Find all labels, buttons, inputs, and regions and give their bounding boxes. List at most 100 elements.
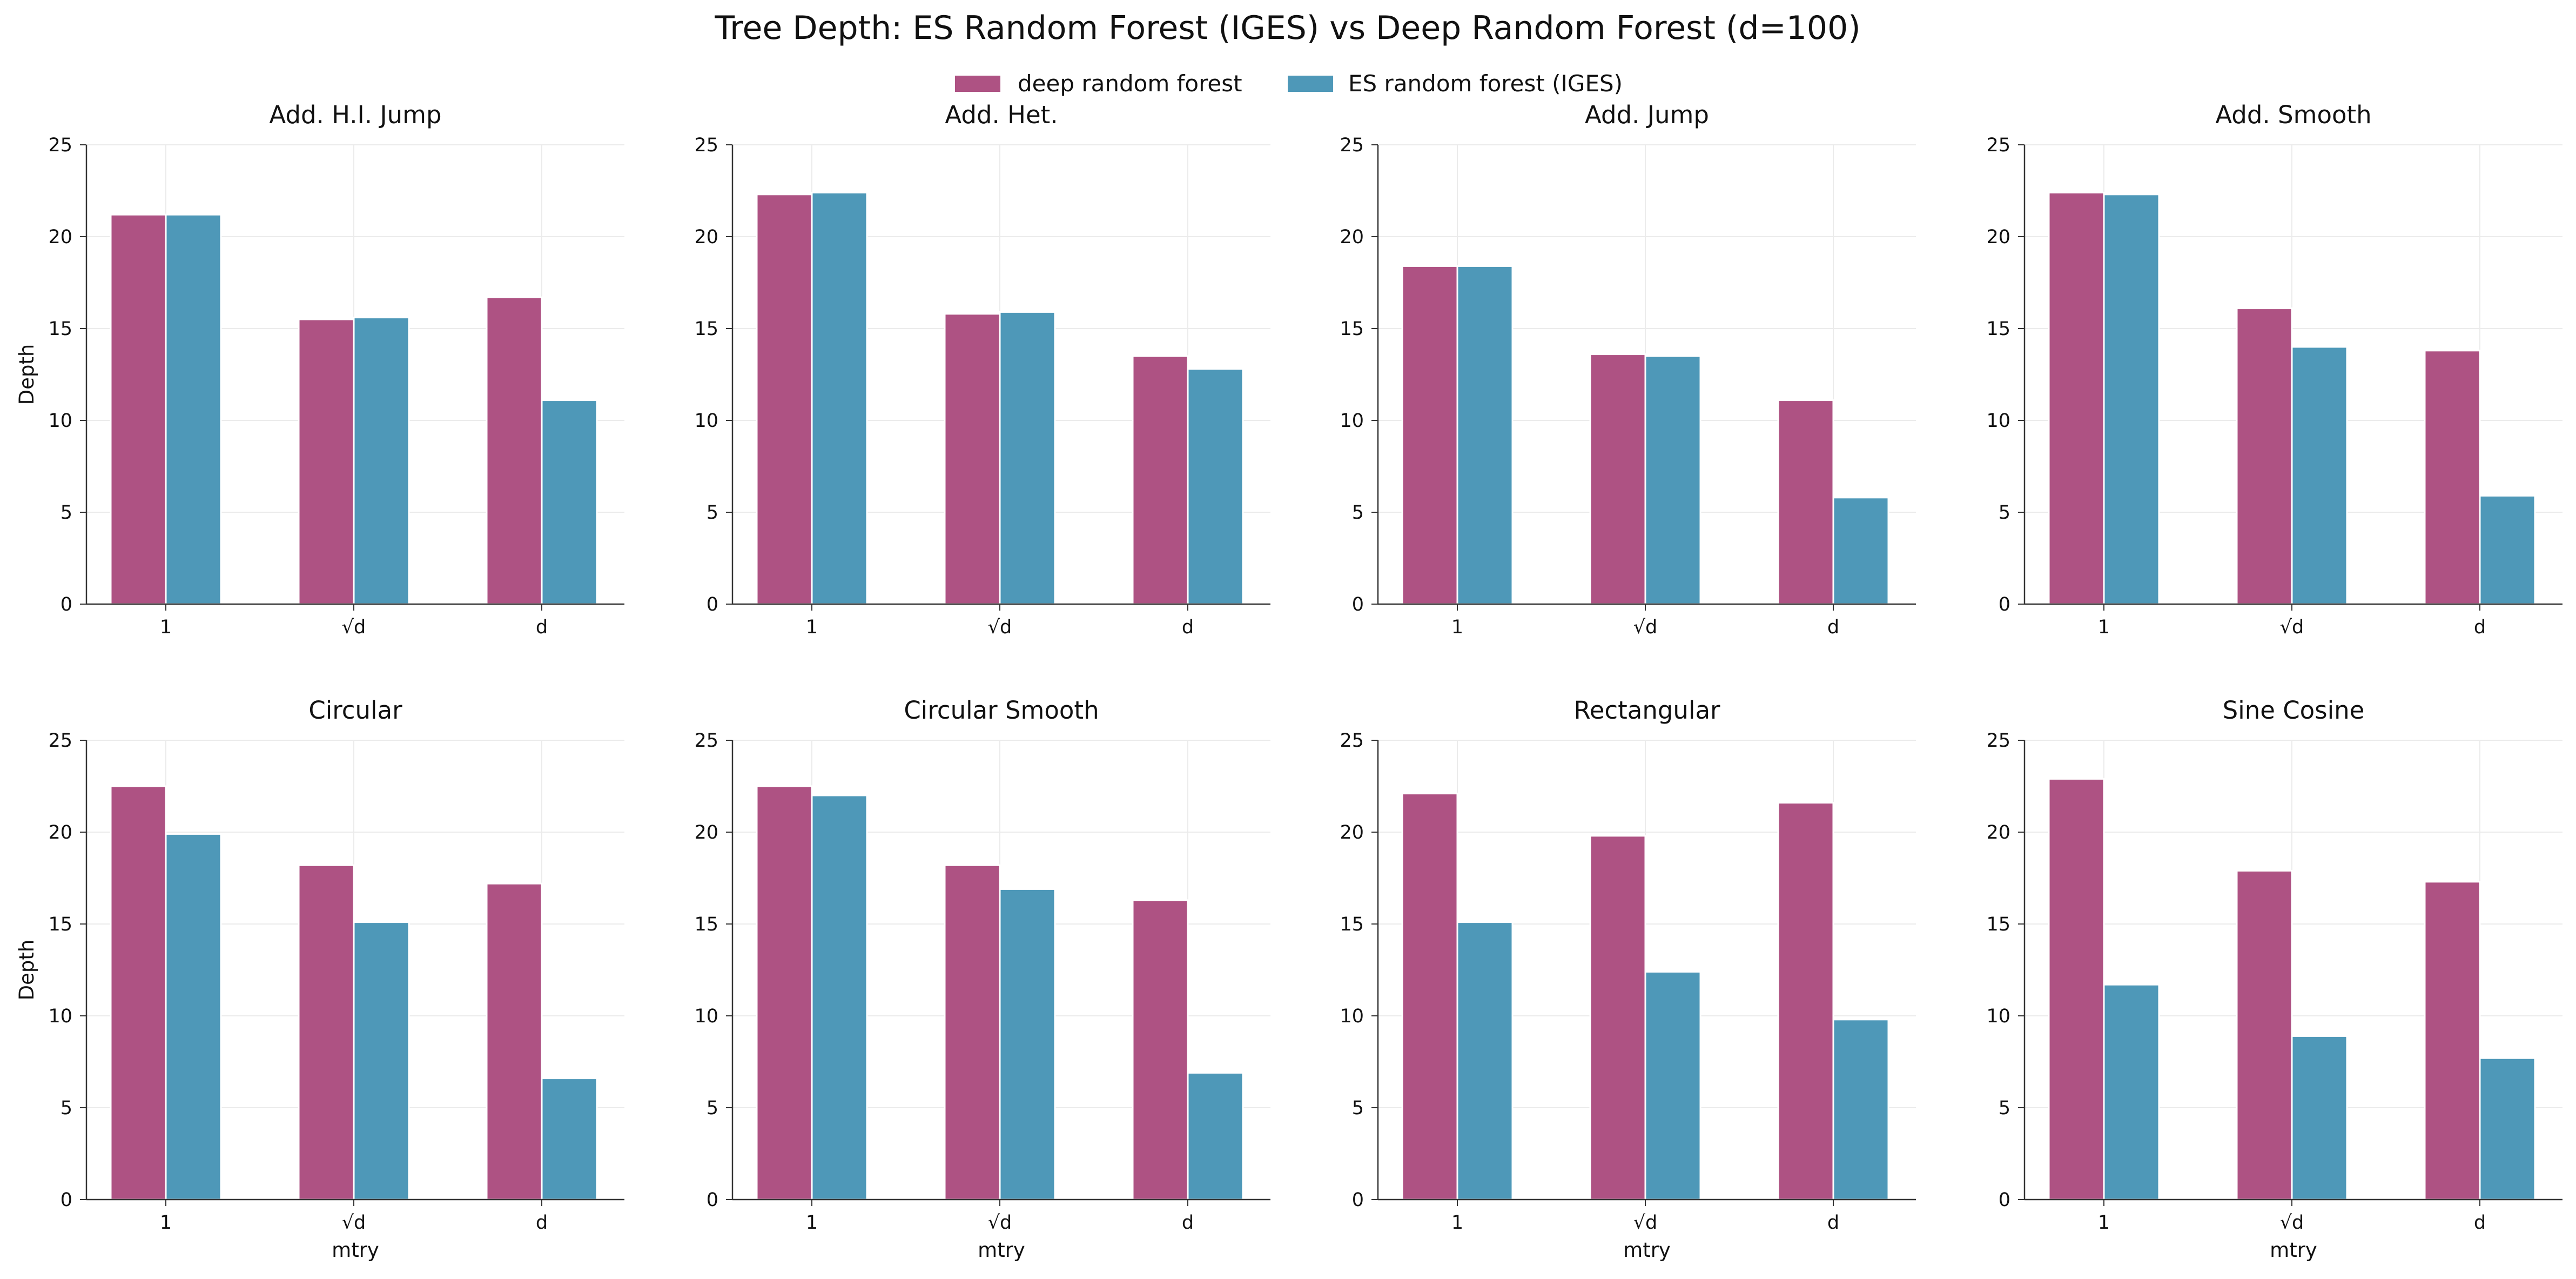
y-tick-label: 25 bbox=[694, 730, 718, 752]
bar-es-random-forest-iges-1 bbox=[811, 794, 868, 1201]
x-tick-label: d bbox=[2474, 617, 2486, 638]
panel-add-h-i-jump: Add. H.I. Jump 0 5 10 15 20 25 1 √d d Depth bbox=[15, 101, 624, 638]
bar-deep-random-forest-d bbox=[1132, 899, 1189, 1201]
bar-es-random-forest-iges-d bbox=[1187, 1072, 1244, 1201]
y-tick-label: 25 bbox=[694, 135, 718, 156]
y-tick-label: 10 bbox=[1986, 1006, 2010, 1027]
bar-es-random-forest-iges-1 bbox=[1456, 265, 1514, 605]
y-tick-label: 20 bbox=[1986, 822, 2010, 843]
x-tick-label: 1 bbox=[160, 617, 172, 638]
y-tick-label: 15 bbox=[48, 914, 72, 935]
y-axis-label: Depth bbox=[15, 344, 38, 405]
x-tick-label: d bbox=[1182, 617, 1194, 638]
subplot-title: Circular Smooth bbox=[904, 696, 1099, 725]
subplot-title: Add. H.I. Jump bbox=[269, 101, 441, 129]
y-tick-label: 15 bbox=[1340, 914, 1364, 935]
bar-es-random-forest-iges-sqrt-d bbox=[999, 311, 1056, 605]
x-axis-label: mtry bbox=[2270, 1238, 2317, 1262]
y-tick-label: 20 bbox=[1340, 226, 1364, 248]
x-tick-label: d bbox=[1827, 1212, 1839, 1234]
y-tick-label: 25 bbox=[1340, 730, 1364, 752]
panel-circular: Circular 0 5 10 15 20 25 1 √d d Depth mtry bbox=[15, 696, 624, 1262]
x-tick-label: 1 bbox=[806, 1212, 818, 1234]
y-tick-label: 5 bbox=[1352, 502, 1364, 524]
y-tick-label: 10 bbox=[1340, 410, 1364, 432]
bar-es-random-forest-iges-sqrt-d bbox=[999, 888, 1056, 1201]
bar-es-random-forest-iges-1 bbox=[811, 191, 868, 605]
x-tick-label: √d bbox=[1633, 1212, 1658, 1234]
y-tick-label: 5 bbox=[60, 502, 72, 524]
y-tick-label: 10 bbox=[48, 410, 72, 432]
bar-deep-random-forest-1 bbox=[756, 785, 813, 1201]
panel-circular-smooth: Circular Smooth 0 5 10 15 20 25 1 √d d mtry bbox=[694, 696, 1270, 1262]
bar-deep-random-forest-sqrt-d bbox=[298, 318, 355, 605]
x-tick-label: √d bbox=[988, 617, 1012, 638]
x-tick-label: 1 bbox=[160, 1212, 172, 1234]
bar-deep-random-forest-d bbox=[2424, 881, 2481, 1201]
y-tick-label: 5 bbox=[1999, 502, 2010, 524]
x-tick-label: 1 bbox=[806, 617, 818, 638]
x-tick-label: √d bbox=[342, 1212, 366, 1234]
x-tick-label: d bbox=[536, 617, 548, 638]
bar-es-random-forest-iges-sqrt-d bbox=[1644, 970, 1701, 1201]
y-tick-label: 10 bbox=[1986, 410, 2010, 432]
y-tick-label: 0 bbox=[1999, 594, 2010, 615]
y-tick-label: 15 bbox=[1986, 318, 2010, 340]
y-axis-label: Depth bbox=[15, 940, 38, 1001]
y-tick-label: 5 bbox=[707, 1097, 718, 1119]
y-tick-label: 10 bbox=[48, 1006, 72, 1027]
x-axis-label: mtry bbox=[332, 1238, 379, 1262]
y-tick-label: 20 bbox=[1340, 822, 1364, 843]
figure-title: Tree Depth: ES Random Forest (IGES) vs D… bbox=[714, 9, 1860, 47]
x-tick-label: √d bbox=[2280, 617, 2304, 638]
subplot-title: Add. Het. bbox=[945, 101, 1058, 129]
y-tick-label: 15 bbox=[48, 318, 72, 340]
y-tick-label: 20 bbox=[48, 226, 72, 248]
subplot-title: Sine Cosine bbox=[2223, 696, 2365, 725]
bar-deep-random-forest-d bbox=[1777, 802, 1834, 1201]
bar-deep-random-forest-sqrt-d bbox=[944, 313, 1001, 605]
bar-es-random-forest-iges-1 bbox=[1456, 921, 1514, 1201]
x-tick-label: 1 bbox=[1451, 617, 1463, 638]
bar-deep-random-forest-1 bbox=[756, 193, 813, 605]
x-tick-label: √d bbox=[1633, 617, 1658, 638]
y-tick-label: 5 bbox=[1352, 1097, 1364, 1119]
x-tick-label: d bbox=[1827, 617, 1839, 638]
subplot-title: Rectangular bbox=[1573, 696, 1720, 725]
x-tick-label: d bbox=[536, 1212, 548, 1234]
bar-deep-random-forest-1 bbox=[2048, 778, 2105, 1201]
bar-es-random-forest-iges-1 bbox=[2103, 983, 2160, 1201]
bar-es-random-forest-iges-d bbox=[1832, 497, 1889, 605]
y-tick-label: 10 bbox=[1340, 1006, 1364, 1027]
bar-deep-random-forest-sqrt-d bbox=[298, 864, 355, 1201]
bar-deep-random-forest-sqrt-d bbox=[944, 864, 1001, 1201]
x-tick-label: 1 bbox=[2098, 617, 2110, 638]
y-tick-label: 20 bbox=[48, 822, 72, 843]
y-tick-label: 20 bbox=[694, 226, 718, 248]
panel-add-het: Add. Het. 0 5 10 15 20 25 1 √d d bbox=[694, 101, 1270, 638]
x-tick-label: 1 bbox=[1451, 1212, 1463, 1234]
bar-es-random-forest-iges-d bbox=[1187, 368, 1244, 605]
y-tick-label: 20 bbox=[694, 822, 718, 843]
bar-es-random-forest-iges-sqrt-d bbox=[2291, 1035, 2348, 1201]
bar-deep-random-forest-sqrt-d bbox=[1589, 835, 1646, 1201]
y-tick-label: 20 bbox=[1986, 226, 2010, 248]
panel-rectangular: Rectangular 0 5 10 15 20 25 1 √d d mtry bbox=[1340, 696, 1916, 1262]
y-tick-label: 5 bbox=[60, 1097, 72, 1119]
legend-label-es-random-forest: ES random forest (IGES) bbox=[1348, 70, 1623, 97]
x-tick-label: √d bbox=[988, 1212, 1012, 1234]
y-tick-label: 10 bbox=[694, 1006, 718, 1027]
bar-es-random-forest-iges-d bbox=[2479, 494, 2536, 605]
legend-swatch-es-random-forest bbox=[1288, 76, 1333, 92]
bar-deep-random-forest-d bbox=[1777, 399, 1834, 605]
legend-swatch-deep-random-forest bbox=[955, 76, 1000, 92]
bar-deep-random-forest-d bbox=[1132, 355, 1189, 605]
y-tick-label: 0 bbox=[60, 594, 72, 615]
bar-es-random-forest-iges-d bbox=[1832, 1019, 1889, 1201]
x-axis-label: mtry bbox=[1623, 1238, 1671, 1262]
subplot-title: Circular bbox=[308, 696, 402, 725]
y-tick-label: 25 bbox=[48, 135, 72, 156]
bar-deep-random-forest-d bbox=[2424, 350, 2481, 605]
